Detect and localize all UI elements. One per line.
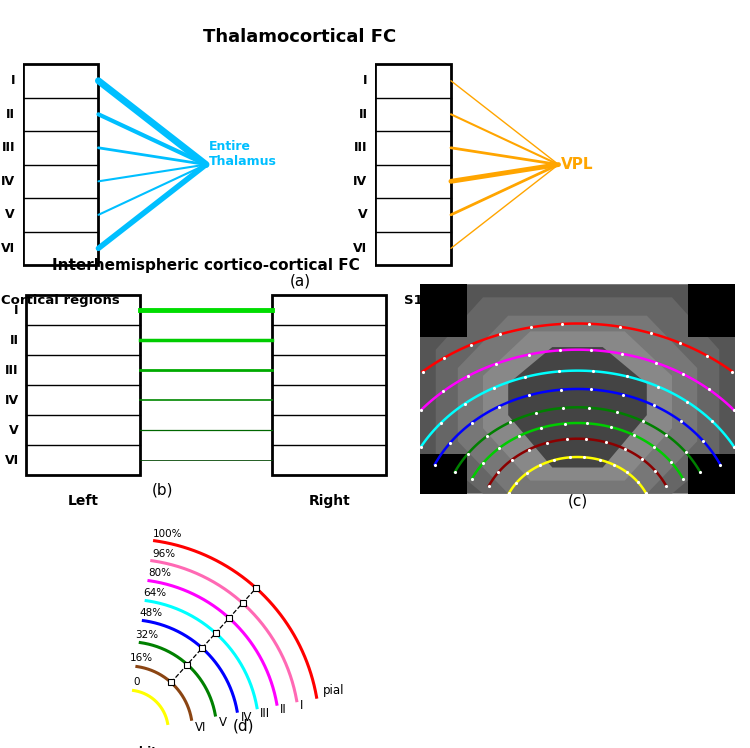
Text: III: III [354,141,368,154]
Text: II: II [280,703,286,716]
Text: white: white [129,747,166,748]
Text: VI: VI [195,721,206,734]
Text: (a): (a) [290,273,310,288]
Text: Entire
Thalamus: Entire Thalamus [209,140,277,168]
Text: Interhemispheric cortico-cortical FC: Interhemispheric cortico-cortical FC [53,258,360,273]
Text: VI: VI [1,242,15,255]
Text: IV: IV [353,175,368,188]
Polygon shape [436,297,719,494]
Text: IV: IV [4,393,19,407]
Bar [22,64,98,265]
Text: II: II [358,108,368,120]
Text: 64%: 64% [143,588,166,598]
Text: 16%: 16% [130,653,153,663]
Text: VPL: VPL [561,157,593,172]
Polygon shape [509,347,646,468]
Text: 100%: 100% [153,529,182,539]
Bar [272,295,386,475]
Text: 0: 0 [133,677,140,687]
Text: Thalamocortical FC: Thalamocortical FC [203,28,397,46]
Text: (d): (d) [233,718,254,733]
Text: I: I [14,304,19,317]
Text: V: V [5,209,15,221]
Text: V: V [9,423,19,437]
Bar [688,454,735,494]
Text: (c): (c) [567,494,588,509]
Text: 80%: 80% [148,568,171,578]
Text: I: I [299,699,303,712]
Text: V: V [219,716,226,729]
Text: II: II [6,108,15,120]
Text: IV: IV [241,711,252,724]
Text: III: III [260,707,270,720]
Bar [420,454,467,494]
Text: V: V [358,209,368,221]
Text: I: I [363,74,368,88]
Polygon shape [420,284,735,494]
Text: Cortical regions: Cortical regions [1,295,120,307]
Text: IV: IV [1,175,15,188]
Text: III: III [5,364,19,377]
Text: VI: VI [353,242,368,255]
Bar [26,295,140,475]
Text: II: II [10,334,19,347]
Text: III: III [2,141,15,154]
Text: pial: pial [323,684,345,697]
Bar [420,284,467,337]
Bar [375,64,451,265]
Text: 32%: 32% [135,630,158,640]
Text: S1: S1 [404,295,422,307]
Polygon shape [458,316,698,494]
Text: 96%: 96% [152,549,176,559]
Text: I: I [10,74,15,88]
Bar [688,284,735,337]
Text: VI: VI [4,453,19,467]
Text: 48%: 48% [140,608,163,618]
Text: Left: Left [68,494,99,508]
Text: Right: Right [308,494,350,508]
Polygon shape [483,331,672,480]
Text: (b): (b) [152,482,173,497]
